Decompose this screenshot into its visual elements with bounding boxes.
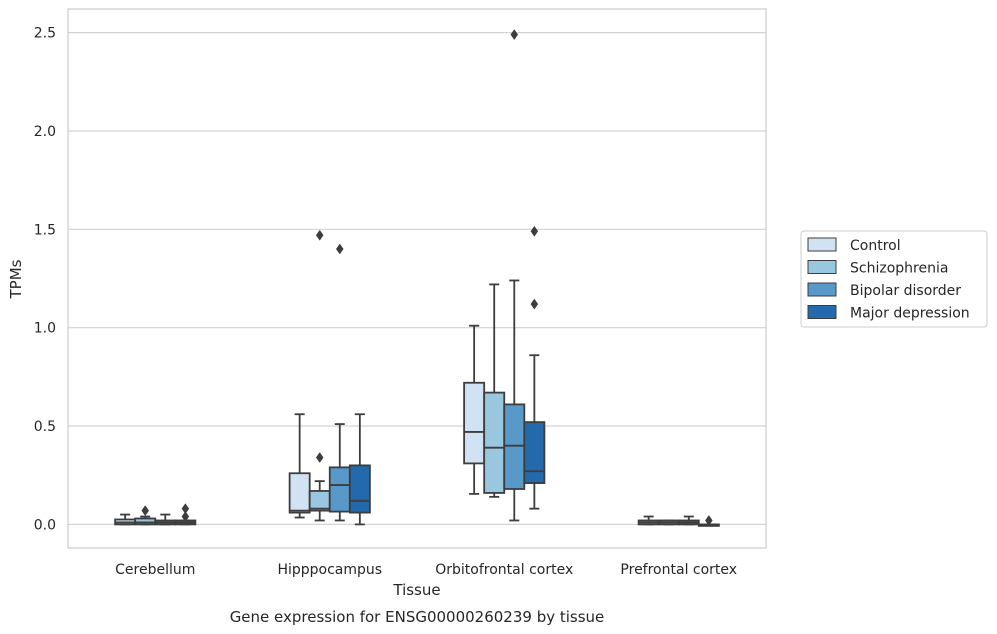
box-3-1 <box>657 519 680 526</box>
box-0-1 <box>134 505 157 526</box>
box-1-2 <box>328 243 351 522</box>
y-tick-label: 1.0 <box>34 321 56 337</box>
box-iqr <box>348 464 371 514</box>
legend-label: Schizophrenia <box>850 261 948 277</box>
outlier-point <box>335 243 344 255</box>
boxes <box>114 29 720 527</box>
box-2-1 <box>483 283 506 498</box>
box-iqr <box>503 403 526 490</box>
figure-caption: Gene expression for ENSG00000260239 by t… <box>230 608 605 626</box>
x-tick-label: Hipppocampus <box>277 562 382 578</box>
y-tick-label: 0.0 <box>34 517 56 533</box>
box-iqr <box>288 472 311 514</box>
outlier-point <box>530 298 539 310</box>
legend-swatch <box>807 305 837 319</box>
box-3-2 <box>677 515 700 526</box>
outlier-point <box>530 225 539 237</box>
x-tick-label: Cerebellum <box>115 562 195 578</box>
box-1-1 <box>308 229 331 522</box>
legend-label: Bipolar disorder <box>850 283 961 299</box>
legend: Control Schizophrenia Bipolar disorder Majo… <box>800 230 988 328</box>
box-iqr <box>483 391 506 494</box>
box-iqr <box>523 421 546 484</box>
box-2-3 <box>523 225 546 510</box>
outlier-point <box>510 29 519 41</box>
outlier-point <box>315 229 324 241</box>
legend-frame <box>800 230 988 328</box>
box-0-2 <box>154 513 177 526</box>
legend-swatch <box>807 260 837 274</box>
y-tick-label: 2.5 <box>34 26 56 42</box>
legend-swatch <box>807 282 837 297</box>
legend-label: Major depression <box>850 306 970 322</box>
x-tick-label: Orbitofrontal cortex <box>435 562 573 578</box>
box-3-0 <box>637 515 660 526</box>
box-iqr <box>328 466 351 513</box>
y-tick-label: 0.5 <box>34 419 56 435</box>
box-iqr <box>134 517 157 526</box>
y-axis-label: TPMs <box>7 259 25 299</box>
outlier-point <box>315 452 324 463</box>
box-2-0 <box>463 324 486 495</box>
box-0-3 <box>174 503 197 526</box>
plot-frame <box>67 8 767 549</box>
y-tick-labels: 0.0 0.5 1.0 1.5 2.0 2.5 <box>34 26 56 534</box>
y-tick-label: 2.0 <box>34 124 56 140</box>
box-0-0 <box>114 513 137 526</box>
outlier-point <box>141 505 150 517</box>
box-iqr <box>463 381 486 465</box>
outlier-point <box>705 515 713 526</box>
y-gridlines <box>68 32 766 525</box>
y-tick-label: 1.5 <box>34 222 56 238</box>
legend-swatch <box>807 237 837 252</box>
legend-label: Control <box>850 238 901 254</box>
outlier-point <box>181 511 190 522</box>
box-3-3 <box>697 515 720 527</box>
x-tick-label: Prefrontal cortex <box>620 562 737 578</box>
box-1-0 <box>288 413 311 519</box>
x-axis-label: Tissue <box>392 581 440 599</box>
outlier-point <box>181 503 190 515</box>
x-tick-labels: Cerebellum Hipppocampus Orbitofrontal cort… <box>115 562 737 578</box>
box-2-2 <box>503 29 526 522</box>
box-iqr <box>308 490 331 512</box>
box-1-3 <box>348 413 371 526</box>
